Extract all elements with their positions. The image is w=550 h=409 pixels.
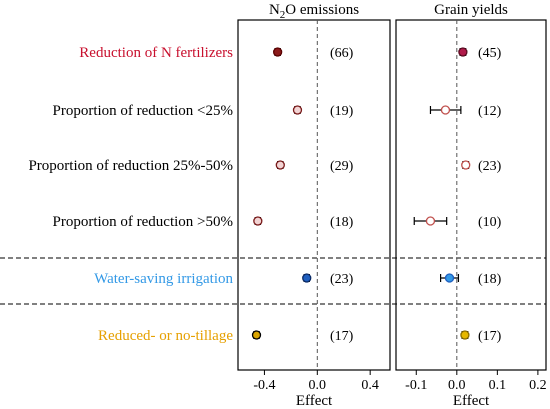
- effect-point: [444, 273, 455, 283]
- x-tick-label: 0.2: [529, 378, 547, 393]
- sample-count-label: (18): [330, 215, 354, 230]
- effect-point: [292, 105, 303, 115]
- x-tick-label: 0.1: [489, 378, 507, 393]
- effect-point: [460, 330, 470, 340]
- category-label: Reduced- or no-tillage: [98, 328, 233, 344]
- panel-frame: [237, 19, 391, 371]
- sample-count-label: (45): [478, 46, 502, 61]
- x-tick-label: -0.4: [253, 378, 275, 393]
- sample-count-label: (12): [478, 104, 502, 119]
- effect-point: [302, 273, 312, 283]
- sample-count-label: (17): [330, 329, 354, 344]
- effect-point: [253, 216, 263, 226]
- x-tick-label: 0.0: [448, 378, 466, 393]
- sample-count-label: (23): [478, 159, 502, 174]
- panel-title-rest: O emissions: [285, 2, 359, 18]
- category-label: Water-saving irrigation: [94, 271, 233, 287]
- sample-count-label: (10): [478, 215, 502, 230]
- panel-title-main: Grain yields: [434, 2, 508, 18]
- effect-point: [425, 216, 436, 226]
- category-label: Proportion of reduction <25%: [52, 103, 233, 119]
- effect-point: [275, 160, 285, 170]
- effect-point: [440, 105, 451, 115]
- sample-count-label: (18): [478, 272, 502, 287]
- sample-count-label: (66): [330, 46, 354, 61]
- grain-yields-panel: Grain yields -0.1 0.0 0.1 0.2 Effect (45) (12) (…: [395, 2, 547, 409]
- category-label: Proportion of reduction 25%-50%: [28, 158, 233, 174]
- effect-point: [273, 47, 283, 57]
- sample-count-label: (17): [478, 329, 502, 344]
- category-label: Reduction of N fertilizers: [79, 45, 233, 61]
- category-label: Proportion of reduction >50%: [52, 214, 233, 230]
- x-axis-label: Effect: [453, 393, 490, 409]
- effect-point: [461, 160, 471, 170]
- x-tick-label: -0.1: [405, 378, 427, 393]
- sample-count-label: (19): [330, 104, 354, 119]
- effect-point: [251, 330, 262, 340]
- x-axis-label: Effect: [296, 393, 333, 409]
- category-labels: Reduction of N fertilizers Proportion of …: [0, 45, 546, 344]
- sample-count-label: (29): [330, 159, 354, 174]
- x-tick-label: 0.4: [361, 378, 379, 393]
- panel-title-main: N: [269, 2, 280, 18]
- sample-count-label: (23): [330, 272, 354, 287]
- panel-title: N2O emissions: [269, 2, 359, 21]
- x-tick-label: 0.0: [309, 378, 327, 393]
- panel-frame: [395, 19, 547, 371]
- panel-title: Grain yields: [434, 2, 508, 18]
- panels: N2O emissions -0.4 0.0 0.4 Effect (66) (19) (29…: [237, 2, 547, 409]
- effect-point: [458, 47, 468, 57]
- panel-title-subscript: 2: [280, 9, 286, 21]
- n2o-emissions-panel: N2O emissions -0.4 0.0 0.4 Effect (66) (19) (29…: [237, 2, 391, 409]
